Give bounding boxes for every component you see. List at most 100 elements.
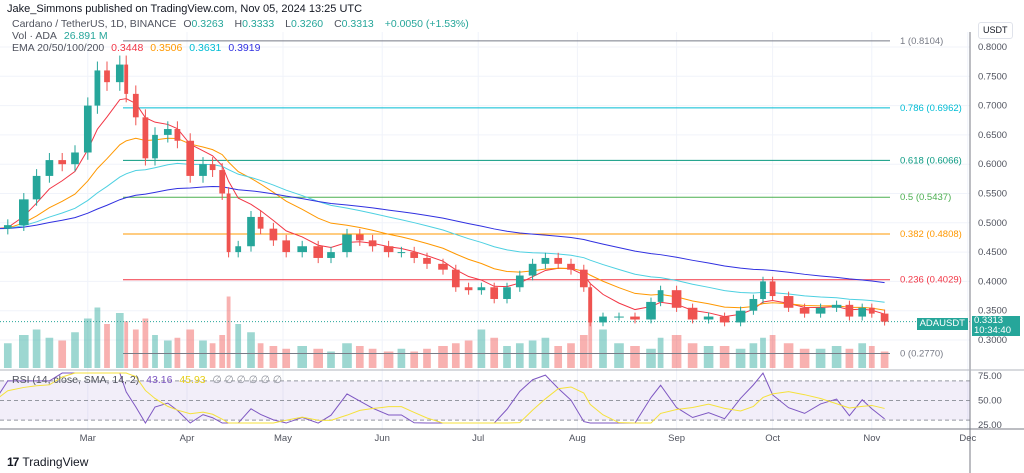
symbol-price-tag: ADAUSDT [916,318,968,330]
candle-body [58,160,67,165]
candle-body [567,263,575,270]
volume-bar [490,337,499,368]
current-price-label: 0.3313 10:34:40 [972,316,1020,336]
volume-bar [132,329,139,368]
time-tick-label: Oct [765,433,780,444]
volume-bar [19,335,29,368]
time-tick-label: Mar [80,433,96,444]
candle-body [226,193,231,253]
ema20-line [0,98,885,318]
candle-body [858,307,867,317]
candle-body [209,164,216,171]
volume-bar [247,332,255,368]
rsi-na-values: ∅ ∅ ∅ ∅ ∅ ∅ [212,374,283,386]
fib-level-label: 0 (0.2770) [900,348,943,359]
volume-bar [219,335,226,368]
candle-body [438,263,448,270]
price-tick-label: 0.3000 [978,335,1007,346]
candle-body [219,170,226,194]
volume-bar [760,337,766,368]
volume-bar [438,346,448,368]
candles [3,55,889,327]
volume-bar [579,335,588,368]
volume-bar [45,337,54,368]
candle-body [3,225,12,229]
price-tick-label: 0.4500 [978,247,1007,258]
volume-bar [32,329,41,368]
volume-bar [94,307,101,368]
symbol-legend[interactable]: Cardano / TetherUS, 1D, BINANCE O0.3263 … [12,19,473,30]
volume-bar [58,340,67,368]
candle-body [19,199,29,226]
candle-body [124,64,129,94]
price-tick-label: 0.4000 [978,276,1007,287]
candle-body [760,281,766,299]
volume-bar [83,318,92,368]
candle-body [588,287,593,323]
candle-body [71,152,79,165]
publisher-line: Jake_Simmons published on TradingView.co… [7,3,363,15]
candle-body [599,316,607,323]
volume-bar [282,348,291,368]
currency-button[interactable]: USDT [978,22,1013,39]
volume-bar [567,343,575,368]
volume-bar [313,348,323,368]
volume-bar [397,348,406,368]
volume-bar [142,318,149,368]
ema-legend[interactable]: EMA 20/50/100/200 0.3448 0.3506 0.3631 0… [12,43,264,54]
volume-bar [735,348,746,368]
price-tick-label: 0.5500 [978,189,1007,200]
candle-body [104,70,110,83]
candle-body [703,316,714,320]
candle-body [579,269,588,288]
candle-body [410,252,419,258]
candle-body [845,304,854,317]
close-value: 0.3313 [341,18,374,30]
ema-lines [0,98,970,323]
volume-bar [831,346,842,368]
tradingview-logo[interactable]: 17 TradingView [7,455,89,469]
candle-body [880,313,889,322]
volume-bar [199,340,207,368]
volume-bar [671,335,682,368]
volume-bar [464,340,473,368]
candle-body [297,246,307,253]
candle-body [503,287,511,299]
fib-level-label: 0.236 (0.4029) [900,275,962,286]
volume-bar [3,343,12,368]
candle-body [45,160,54,176]
candle-body [657,290,664,302]
ema200-line [0,186,885,284]
volume-bars [3,296,889,368]
tv-logo-icon: 17 [7,455,19,469]
volume-bar [269,346,278,368]
time-tick-label: Apr [180,433,195,444]
ema50-value: 0.3506 [150,42,183,54]
ema50-line [0,137,885,311]
volume-legend[interactable]: Vol · ADA 26.891 M [12,31,112,42]
ema100-line [0,162,885,303]
candle-body [554,257,563,264]
volume-bar [477,329,486,368]
ema-label: EMA 20/50/100/200 [12,42,105,54]
candle-body [490,287,499,299]
rsi-sma-value: 45.93 [179,374,206,386]
volume-bar [769,335,776,368]
high-value: 0.3333 [242,18,275,30]
price-tick-label: 0.7500 [978,71,1007,82]
volume-bar [327,351,335,368]
candle-body [719,316,730,323]
volume-bar [554,346,563,368]
volume-bar [599,329,607,368]
volume-bar [783,343,794,368]
ema200-value: 0.3919 [228,42,261,54]
candle-body [115,64,124,83]
volume-bar [868,346,875,368]
volume-bar [383,351,394,368]
volume-bar [528,340,537,368]
axes: 0.8000 0.7500 0.7000 0.6500 0.6000 0.5500 0.50… [0,32,1024,473]
time-tick-label: May [274,433,292,444]
candle-body [783,296,794,308]
rsi-legend[interactable]: RSI (14, close, SMA, 14, 2) 43.16 45.93 … [12,375,286,386]
